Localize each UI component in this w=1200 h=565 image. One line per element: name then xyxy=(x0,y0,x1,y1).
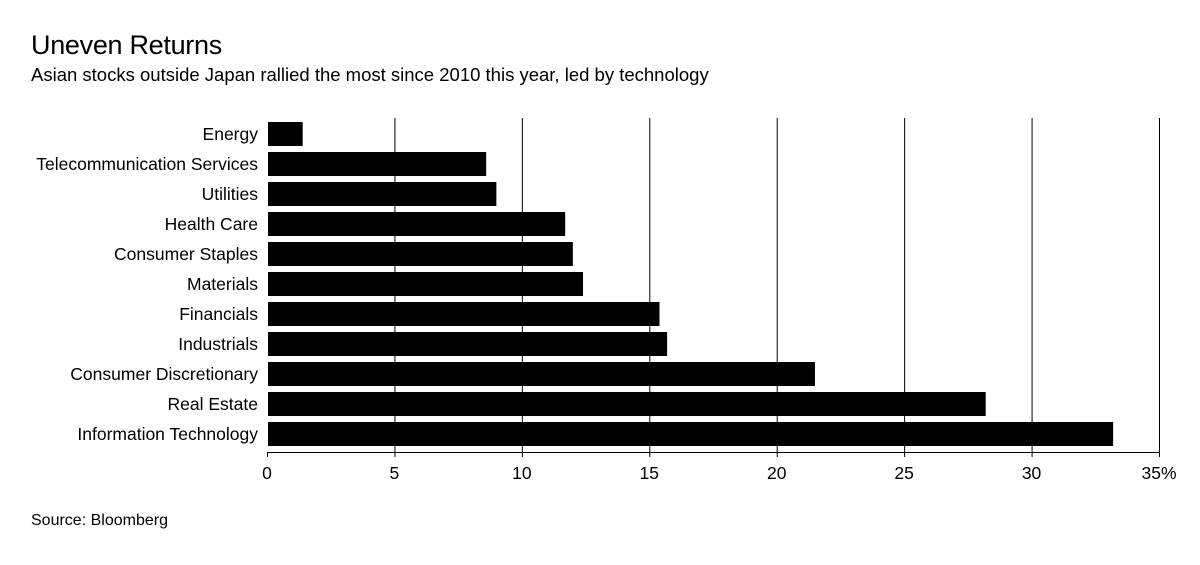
category-label-real-estate: Real Estate xyxy=(168,394,258,414)
bar-information-technology xyxy=(268,422,1114,446)
bar-utilities xyxy=(268,182,497,206)
category-label-energy: Energy xyxy=(203,124,259,144)
category-labels: Energy Telecommunication Services Utilitie… xyxy=(36,124,258,444)
bar-consumer-discretionary xyxy=(268,362,815,386)
x-tick-label-20: 20 xyxy=(767,463,787,483)
chart-title: Uneven Returns xyxy=(31,30,222,60)
category-label-consumer-discretionary: Consumer Discretionary xyxy=(70,364,258,384)
bar-real-estate xyxy=(268,392,986,416)
bar-financials xyxy=(268,302,660,326)
category-label-information-technology: Information Technology xyxy=(77,424,258,444)
category-label-health-care: Health Care xyxy=(165,214,258,234)
source-note: Source: Bloomberg xyxy=(31,512,168,529)
x-tick-label-15: 15 xyxy=(640,463,659,483)
x-tick-label-10: 10 xyxy=(512,463,532,483)
category-label-utilities: Utilities xyxy=(202,184,259,204)
x-tick-label-0: 0 xyxy=(262,463,272,483)
category-label-materials: Materials xyxy=(187,274,258,294)
category-label-telecommunication-services: Telecommunication Services xyxy=(36,154,258,174)
bar-health-care xyxy=(268,212,566,236)
x-tick-label-5: 5 xyxy=(390,463,400,483)
category-label-industrials: Industrials xyxy=(178,334,258,354)
bar-consumer-staples xyxy=(268,242,573,266)
x-tick-label-25: 25 xyxy=(894,463,913,483)
category-label-financials: Financials xyxy=(179,304,258,324)
x-axis: 0 5 10 15 20 25 30 35% xyxy=(262,452,1177,483)
bar-industrials xyxy=(268,332,668,356)
category-label-consumer-staples: Consumer Staples xyxy=(114,244,258,264)
chart-subtitle: Asian stocks outside Japan rallied the m… xyxy=(31,64,709,85)
bar-materials xyxy=(268,272,584,296)
bar-energy xyxy=(268,122,303,146)
bar-telecommunication-services xyxy=(268,152,487,176)
x-tick-label-30: 30 xyxy=(1022,463,1042,483)
bars xyxy=(268,122,1114,446)
x-tick-label-35: 35% xyxy=(1141,463,1176,483)
